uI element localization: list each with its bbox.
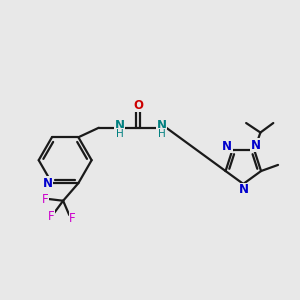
Text: F: F xyxy=(48,210,54,223)
Text: N: N xyxy=(43,177,53,190)
Text: N: N xyxy=(239,183,249,196)
Text: H: H xyxy=(116,129,123,139)
Text: F: F xyxy=(41,193,48,206)
Text: O: O xyxy=(134,98,143,112)
Text: N: N xyxy=(157,118,166,131)
Text: F: F xyxy=(69,212,76,225)
Text: N: N xyxy=(251,139,261,152)
Text: H: H xyxy=(158,129,165,139)
Text: N: N xyxy=(222,140,232,153)
Text: N: N xyxy=(115,118,124,131)
